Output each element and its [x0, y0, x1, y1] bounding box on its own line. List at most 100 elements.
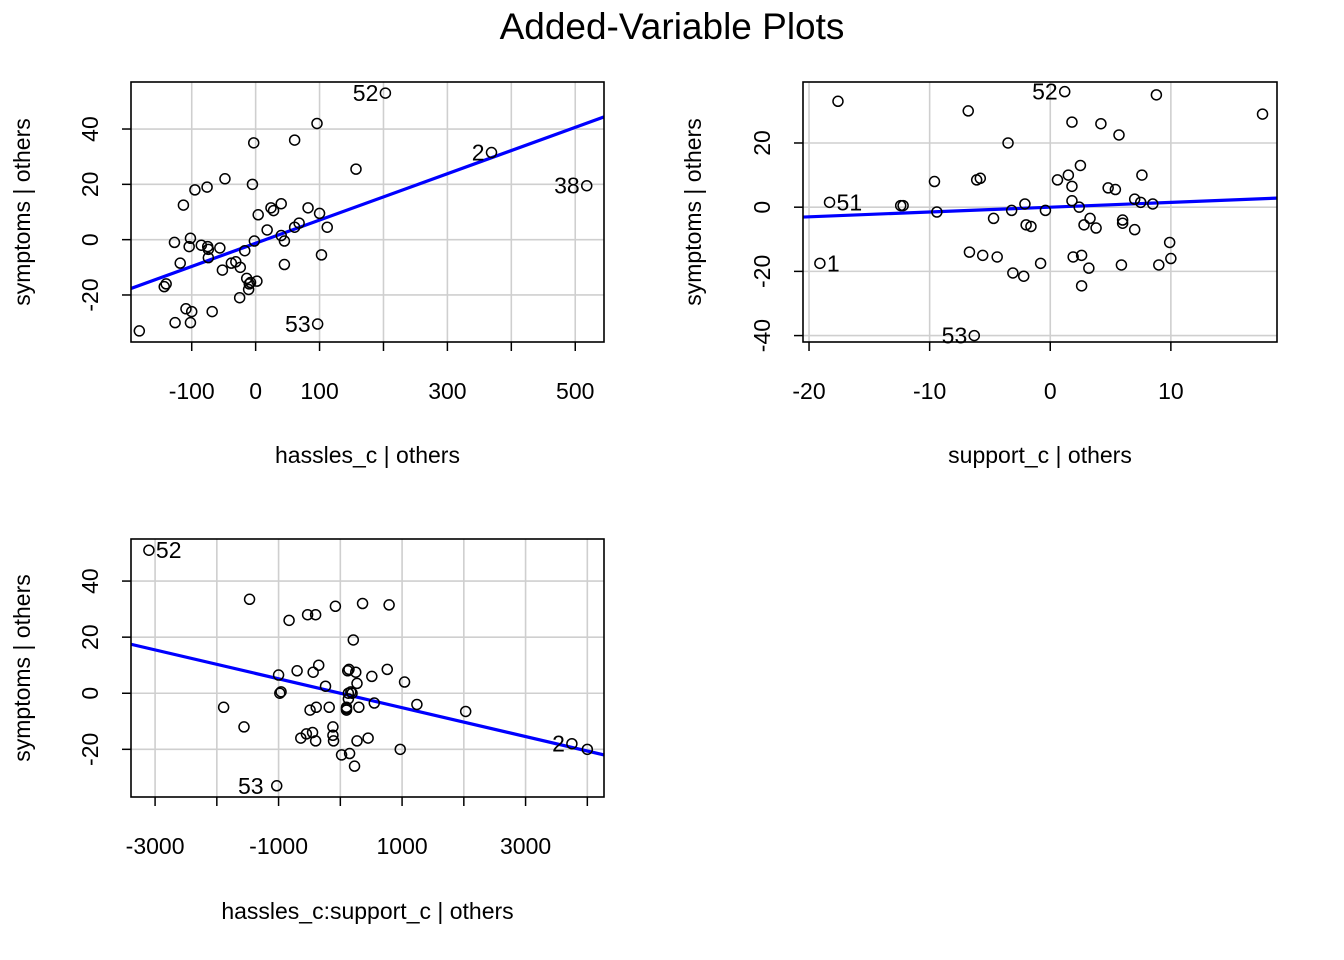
data-point [1051, 174, 1064, 186]
point-label: 52 [1032, 79, 1058, 105]
data-point [362, 732, 374, 744]
data-point [351, 735, 363, 747]
data-point [1083, 262, 1095, 274]
data-point [234, 261, 247, 274]
data-point [897, 199, 909, 212]
data-point [1007, 267, 1019, 279]
data-point [252, 209, 264, 221]
data-point [335, 749, 348, 761]
data-point [1084, 212, 1096, 225]
data-point [962, 105, 974, 117]
data-point [1039, 204, 1052, 217]
data-point [398, 676, 411, 688]
point-label: 51 [837, 189, 863, 215]
data-point [238, 721, 250, 733]
data-point [239, 244, 251, 257]
x-tick-label: -1000 [249, 833, 308, 859]
data-point [270, 780, 283, 792]
point-label: 52 [156, 537, 182, 563]
data-point [1147, 198, 1159, 210]
x-tick-label: -10 [913, 378, 946, 404]
plot-panel-2: 52 51 1 53 -20 -10 0 10 -40 -20 0 20 support_c | oth… [680, 79, 1278, 468]
data-point [327, 721, 339, 733]
data-point [345, 686, 357, 698]
data-point [1020, 219, 1032, 231]
data-point [323, 701, 335, 714]
data-point [293, 217, 305, 229]
x-tick-label: 3000 [500, 833, 551, 859]
point-label: 53 [238, 773, 264, 799]
data-point [353, 701, 365, 714]
x-axis-label: hassles_c:support_c | others [221, 898, 513, 924]
y-tick-label: 40 [77, 116, 103, 142]
y-tick-label: 0 [77, 687, 103, 700]
data-point [189, 184, 201, 196]
y-tick-label: -20 [749, 255, 775, 288]
x-axis-label: hassles_c | others [275, 442, 460, 468]
y-axis-label: symptoms | others [9, 118, 35, 305]
data-point [1116, 214, 1129, 226]
data-point [321, 221, 333, 233]
data-point [180, 303, 192, 315]
data-point [342, 693, 355, 705]
x-tick-label: 0 [249, 378, 262, 404]
x-tick-label: 500 [556, 378, 594, 404]
data-point [313, 207, 326, 220]
y-tick-label: 40 [77, 568, 103, 594]
data-point [976, 249, 989, 262]
data-point [327, 735, 340, 747]
data-point [1090, 222, 1102, 234]
data-point [319, 680, 332, 692]
data-point [312, 659, 325, 671]
data-point [1109, 183, 1122, 196]
figure-title: Added-Variable Plots [499, 6, 845, 47]
data-point [411, 698, 423, 711]
data-point [991, 251, 1003, 263]
x-tick-label: -100 [169, 378, 215, 404]
data-point [1066, 195, 1078, 207]
data-point [251, 275, 263, 287]
point-label: 2 [552, 731, 565, 757]
data-point [201, 181, 213, 193]
point-label: 2 [472, 140, 485, 166]
data-point [1116, 217, 1129, 229]
data-point [311, 117, 323, 130]
data-point [206, 305, 218, 318]
point-label: 38 [554, 173, 580, 199]
data-point [1136, 169, 1148, 181]
data-point [327, 729, 339, 742]
data-point [343, 663, 355, 676]
data-point [1066, 116, 1078, 128]
data-point [351, 677, 363, 690]
plot-panel-1: 52 2 38 53 -100 0 100 300 500 -20 0 20 40 hassles_c |… [9, 80, 605, 468]
data-point [243, 593, 256, 606]
data-point [1034, 257, 1047, 270]
data-point [242, 283, 255, 296]
plot-panel-3: 52 2 53 -3000 -1000 1000 3000 -20 0 20 40 hassles_c… [9, 537, 605, 924]
data-point [310, 701, 322, 714]
data-point [184, 232, 197, 245]
data-point [301, 608, 314, 621]
data-point [169, 316, 181, 329]
data-point [183, 240, 195, 253]
data-point [356, 597, 369, 610]
regression-line [803, 196, 1277, 219]
data-point [219, 173, 231, 185]
x-axis-label: support_c | others [948, 442, 1132, 468]
data-point [814, 257, 826, 270]
data-point [275, 197, 287, 210]
data-point [832, 95, 844, 108]
data-point [1128, 223, 1141, 236]
data-point [1005, 204, 1018, 217]
data-point [274, 687, 286, 699]
x-tick-label: 300 [428, 378, 466, 404]
data-point [1019, 198, 1031, 210]
data-point [1078, 219, 1090, 231]
data-point [1150, 89, 1163, 101]
regression-line [131, 115, 604, 290]
y-axis-label: symptoms | others [680, 118, 706, 305]
data-point [288, 134, 301, 146]
data-point [247, 137, 260, 149]
data-point [341, 665, 354, 677]
